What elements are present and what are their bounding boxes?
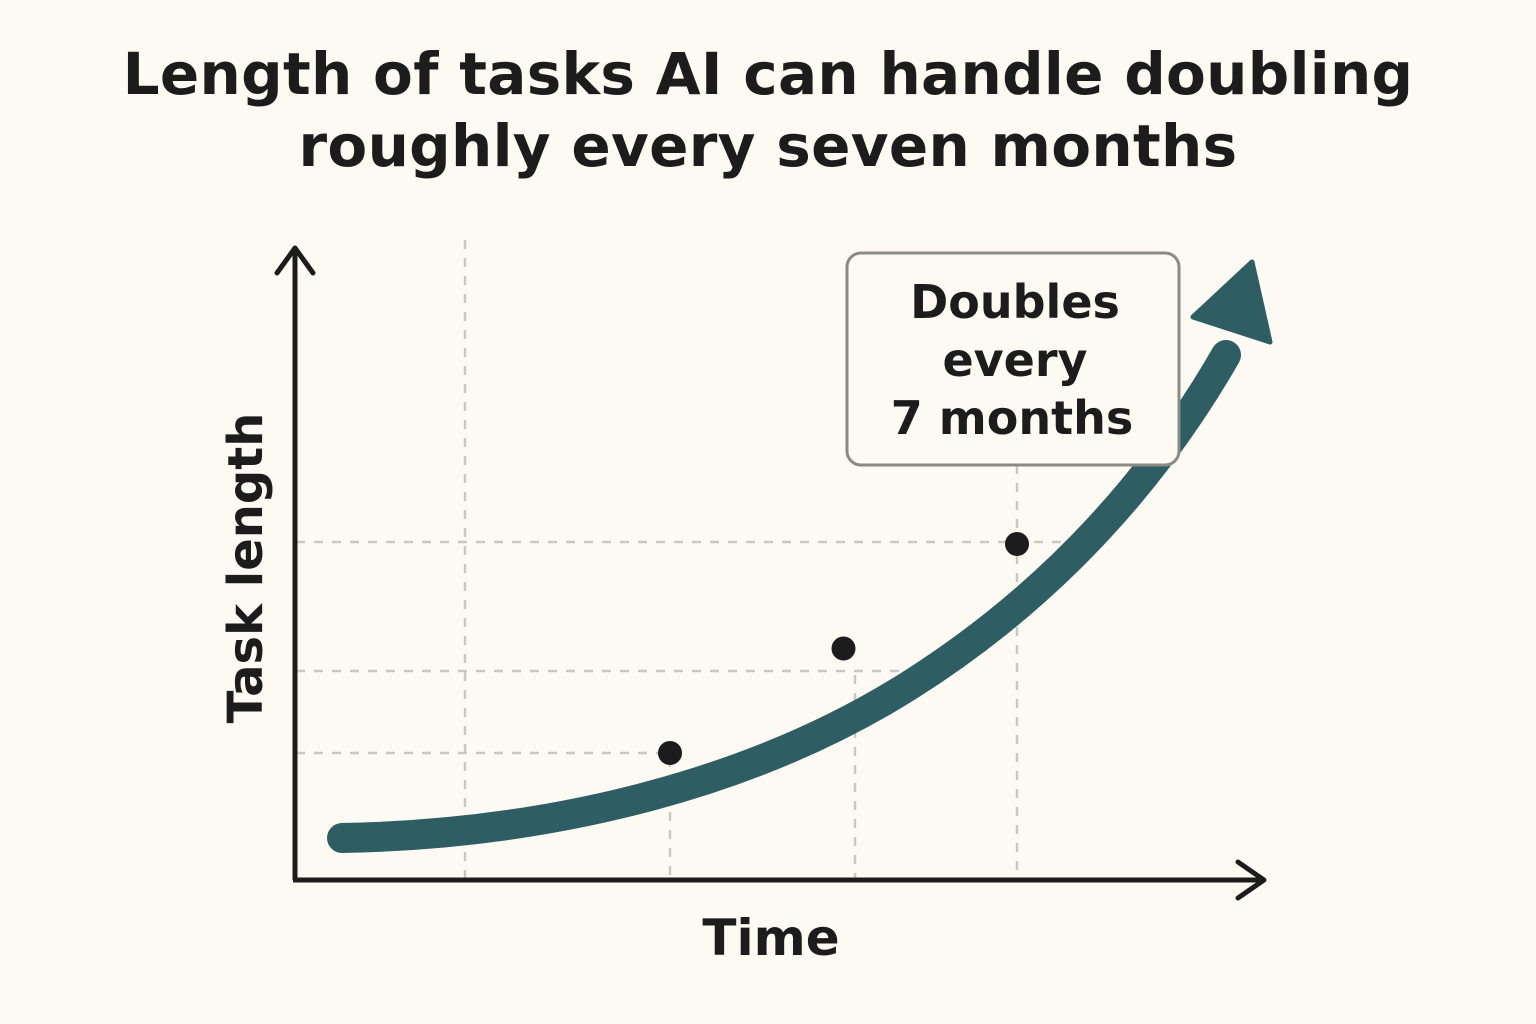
chart-title: Length of tasks AI can handle doubling r…: [0, 38, 1536, 182]
data-point-2: [831, 636, 856, 661]
callout-line-2: every: [942, 333, 1087, 387]
trend-arrowhead: [1190, 259, 1273, 345]
callout-box: [845, 251, 1181, 467]
y-axis-arrowhead: [274, 245, 316, 276]
data-point-1: [658, 741, 682, 765]
trend-line: [327, 340, 1241, 853]
x-axis-arrowhead: [1235, 859, 1267, 901]
y-axis-label: Task length: [218, 413, 274, 724]
callout-line-1: Doubles: [910, 275, 1120, 329]
data-point-3: [1005, 532, 1029, 556]
callout-line-3: 7 months: [891, 391, 1133, 445]
x-axis-label: Time: [702, 909, 839, 967]
chart-title-line-1: Length of tasks AI can handle doubling: [122, 40, 1414, 108]
data-points-group: [658, 532, 1029, 765]
chart-title-line-2: roughly every seven months: [298, 112, 1238, 180]
